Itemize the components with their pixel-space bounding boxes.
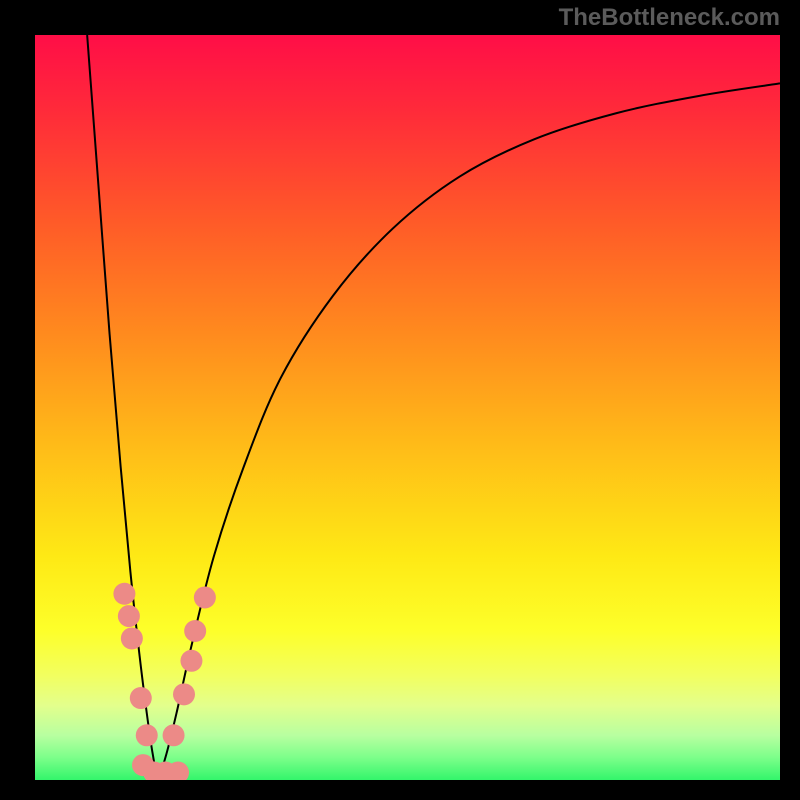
watermark-text: TheBottleneck.com (559, 4, 780, 32)
gradient-background (35, 35, 780, 780)
data-marker (113, 583, 135, 605)
data-marker (136, 724, 158, 746)
data-marker (184, 620, 206, 642)
data-marker (180, 650, 202, 672)
data-marker (130, 687, 152, 709)
plot-area (35, 35, 780, 780)
plot-svg (35, 35, 780, 780)
chart-container: TheBottleneck.com (0, 0, 800, 800)
data-marker (173, 683, 195, 705)
data-marker (194, 586, 216, 608)
data-marker (118, 605, 140, 627)
data-marker (163, 724, 185, 746)
data-marker (121, 627, 143, 649)
